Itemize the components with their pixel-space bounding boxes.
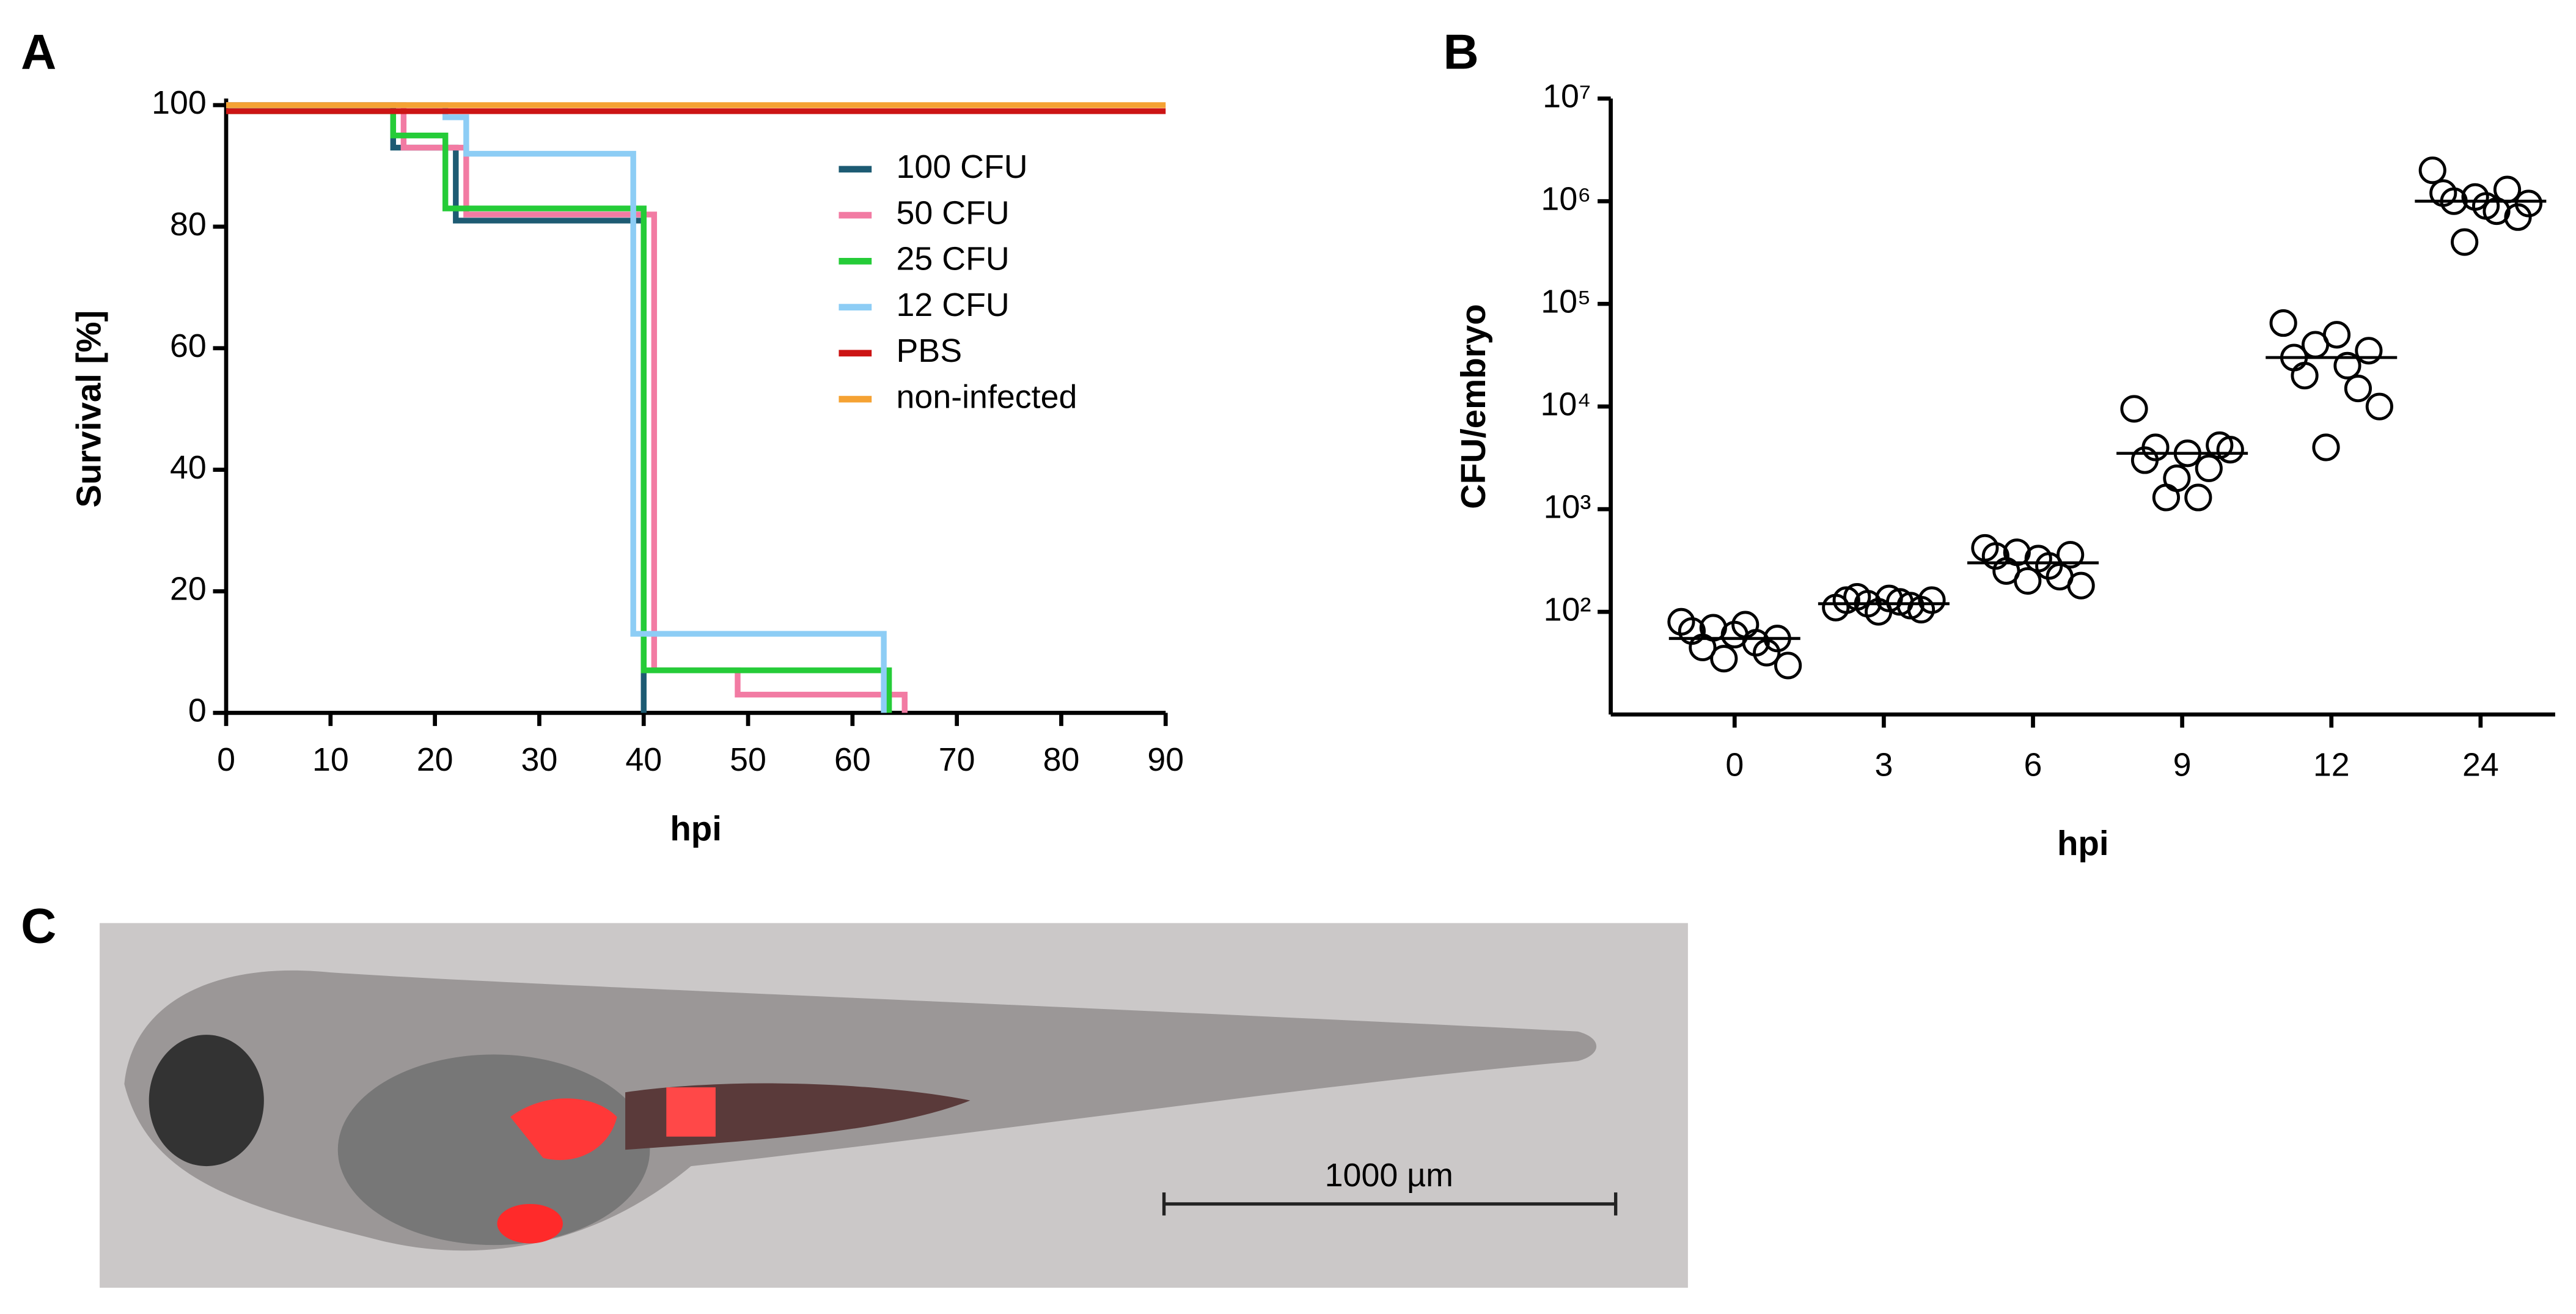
x-axis-label: hpi [670, 809, 722, 848]
micrograph: 1000 µm [100, 923, 1688, 1288]
data-point [2312, 433, 2340, 461]
legend-label: non-infected [897, 378, 1077, 415]
y-tick-label: 100 [152, 84, 207, 121]
survival-line [226, 108, 892, 713]
data-point [2014, 567, 2042, 595]
data-point [1918, 586, 1946, 614]
x-tick-label: 30 [521, 741, 558, 778]
x-tick-label: 70 [939, 741, 975, 778]
data-point [1753, 639, 1781, 667]
y-tick-label: 10⁶ [1541, 180, 1591, 217]
infection-signal [666, 1087, 716, 1137]
y-axis-label: CFU/embryo [1454, 304, 1492, 508]
legend-label: 12 CFU [897, 287, 1010, 323]
data-point [2163, 464, 2191, 493]
y-tick-label: 20 [170, 571, 207, 607]
data-point [2365, 392, 2393, 420]
data-point [2269, 309, 2297, 337]
y-tick-label: 0 [188, 692, 207, 729]
legend-label: PBS [897, 332, 963, 369]
data-point [2184, 483, 2212, 512]
data-point [2514, 189, 2543, 218]
x-tick-label: 12 [2313, 746, 2350, 783]
x-tick-label: 50 [730, 741, 766, 778]
x-tick-label: 9 [2173, 746, 2192, 783]
panel-label: C [21, 898, 56, 953]
y-tick-label: 10⁷ [1543, 78, 1591, 114]
data-point [2141, 433, 2170, 461]
y-tick-label: 80 [170, 206, 207, 243]
data-point [1667, 607, 1695, 636]
data-point [1731, 611, 1760, 639]
data-point [2216, 436, 2244, 464]
x-tick-label: 10 [312, 741, 349, 778]
data-point [2067, 571, 2095, 600]
data-point [2195, 454, 2223, 482]
y-tick-label: 10² [1544, 591, 1591, 628]
x-tick-label: 0 [1725, 746, 1744, 783]
x-tick-label: 40 [625, 741, 662, 778]
data-point [2355, 337, 2383, 365]
data-point [1774, 651, 1802, 680]
data-point [2152, 483, 2180, 512]
data-point [2451, 228, 2479, 256]
y-tick-label: 10⁴ [1540, 386, 1591, 422]
scale-bar-label: 1000 µm [1325, 1157, 1453, 1194]
survival-line [226, 102, 647, 713]
panel-label: B [1443, 25, 1478, 80]
data-point [2322, 321, 2351, 349]
data-point [2418, 156, 2446, 185]
infection-signal [510, 1098, 617, 1161]
data-point [2493, 175, 2522, 204]
y-axis-label: Survival [%] [70, 310, 108, 508]
legend-label: 50 CFU [897, 194, 1010, 231]
data-point [1832, 586, 1860, 614]
x-tick-label: 0 [217, 741, 235, 778]
legend-label: 25 CFU [897, 241, 1010, 277]
survival-line [226, 102, 908, 713]
y-tick-label: 10³ [1544, 488, 1591, 525]
data-point [1710, 645, 1738, 673]
panel-label: A [21, 25, 56, 80]
infection-signal [497, 1203, 563, 1244]
x-axis-label: hpi [2057, 824, 2109, 862]
data-point [2120, 395, 2148, 423]
embryo-eye [149, 1035, 264, 1167]
data-point [2291, 362, 2319, 390]
embryo-yolk [337, 1054, 650, 1246]
data-point [2344, 375, 2372, 403]
x-tick-label: 90 [1147, 741, 1184, 778]
y-tick-label: 10⁵ [1541, 283, 1591, 320]
y-tick-label: 60 [170, 328, 207, 364]
data-point [2482, 197, 2511, 226]
x-tick-label: 24 [2462, 746, 2499, 783]
x-tick-label: 20 [417, 741, 453, 778]
legend-label: 100 CFU [897, 149, 1028, 185]
survival-line [226, 102, 887, 713]
data-point [2333, 351, 2361, 380]
x-tick-label: 6 [2024, 746, 2042, 783]
x-tick-label: 60 [834, 741, 871, 778]
x-tick-label: 3 [1874, 746, 1893, 783]
data-point [2057, 541, 2085, 569]
x-tick-label: 80 [1043, 741, 1080, 778]
y-tick-label: 40 [170, 449, 207, 486]
